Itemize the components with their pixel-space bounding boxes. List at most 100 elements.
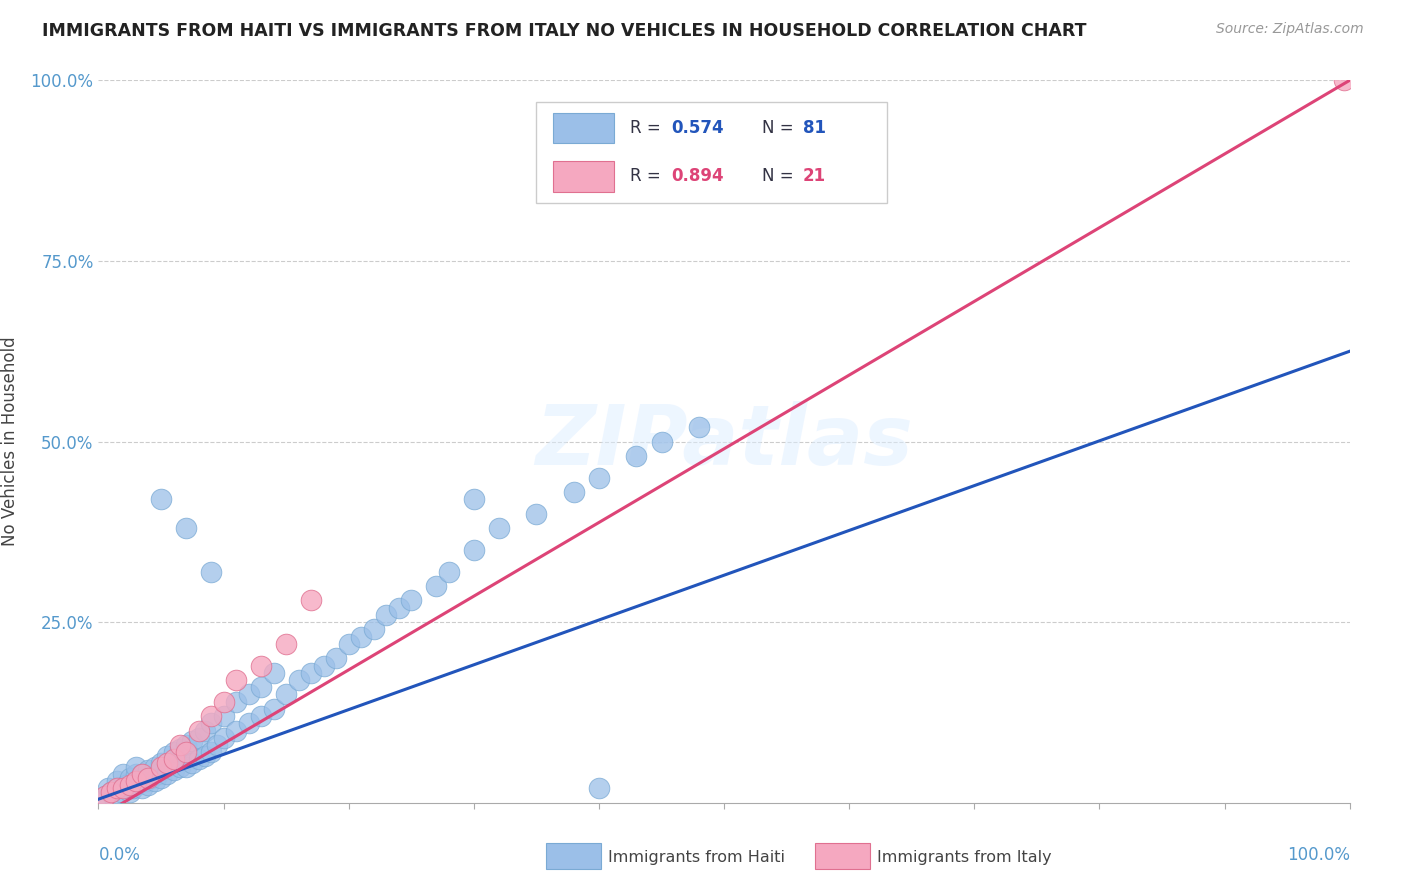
- Text: 100.0%: 100.0%: [1286, 847, 1350, 864]
- Point: [1333, 73, 1355, 87]
- Point: [350, 630, 373, 644]
- Point: [200, 745, 222, 759]
- Point: [156, 748, 179, 763]
- Point: [105, 774, 128, 789]
- Text: ZIPatlas: ZIPatlas: [536, 401, 912, 482]
- Point: [274, 687, 298, 701]
- Point: [212, 709, 235, 723]
- Point: [225, 673, 247, 687]
- Point: [100, 785, 122, 799]
- Point: [118, 771, 141, 785]
- Point: [194, 748, 217, 763]
- FancyBboxPatch shape: [553, 161, 614, 192]
- Text: 0.574: 0.574: [672, 119, 724, 137]
- Point: [131, 767, 153, 781]
- Point: [463, 492, 485, 507]
- Point: [299, 665, 322, 680]
- Point: [562, 485, 585, 500]
- FancyBboxPatch shape: [547, 843, 602, 870]
- Point: [125, 767, 148, 781]
- Point: [103, 789, 125, 803]
- Point: [274, 637, 298, 651]
- Point: [169, 760, 191, 774]
- Point: [110, 785, 132, 799]
- Text: 0.0%: 0.0%: [98, 847, 141, 864]
- Point: [187, 723, 209, 738]
- Point: [143, 774, 166, 789]
- Point: [437, 565, 460, 579]
- Point: [200, 709, 222, 723]
- Point: [138, 764, 160, 778]
- Point: [207, 738, 229, 752]
- Text: 81: 81: [803, 119, 825, 137]
- Point: [125, 760, 148, 774]
- Point: [425, 579, 447, 593]
- Point: [125, 774, 148, 789]
- Point: [325, 651, 347, 665]
- Point: [388, 600, 411, 615]
- Text: Immigrants from Italy: Immigrants from Italy: [877, 850, 1052, 865]
- FancyBboxPatch shape: [815, 843, 870, 870]
- Point: [93, 789, 115, 803]
- Point: [135, 774, 157, 789]
- Text: N =: N =: [762, 119, 799, 137]
- Point: [212, 731, 235, 745]
- Point: [238, 687, 260, 701]
- Point: [131, 767, 153, 781]
- Point: [401, 593, 423, 607]
- Point: [174, 521, 197, 535]
- Point: [115, 778, 138, 792]
- Point: [524, 507, 547, 521]
- Point: [174, 738, 197, 752]
- Point: [162, 745, 184, 759]
- Point: [463, 542, 485, 557]
- Point: [156, 767, 179, 781]
- Point: [138, 771, 160, 785]
- Point: [156, 756, 179, 770]
- Point: [169, 738, 191, 752]
- Point: [363, 623, 385, 637]
- Point: [97, 781, 120, 796]
- Point: [488, 521, 510, 535]
- Point: [143, 760, 166, 774]
- Point: [337, 637, 360, 651]
- Point: [112, 767, 135, 781]
- Point: [225, 723, 247, 738]
- FancyBboxPatch shape: [536, 102, 887, 203]
- Point: [287, 673, 309, 687]
- Point: [187, 731, 209, 745]
- Point: [688, 420, 710, 434]
- Point: [138, 778, 160, 792]
- Point: [588, 781, 610, 796]
- Point: [181, 756, 204, 770]
- Point: [150, 771, 173, 785]
- Point: [250, 680, 273, 694]
- Point: [122, 781, 145, 796]
- Point: [200, 565, 222, 579]
- Point: [162, 752, 184, 766]
- Point: [200, 716, 222, 731]
- Text: Source: ZipAtlas.com: Source: ZipAtlas.com: [1216, 22, 1364, 37]
- Point: [112, 781, 135, 796]
- Text: Immigrants from Haiti: Immigrants from Haiti: [607, 850, 785, 865]
- Point: [169, 741, 191, 756]
- Text: R =: R =: [630, 168, 666, 186]
- Point: [118, 778, 141, 792]
- Point: [626, 449, 648, 463]
- Text: 0.894: 0.894: [672, 168, 724, 186]
- Point: [250, 658, 273, 673]
- Text: N =: N =: [762, 168, 799, 186]
- Point: [100, 785, 122, 799]
- Point: [194, 723, 217, 738]
- Point: [250, 709, 273, 723]
- Point: [105, 781, 128, 796]
- Point: [148, 767, 170, 781]
- Point: [650, 434, 672, 449]
- Point: [312, 658, 335, 673]
- Point: [139, 771, 162, 785]
- Y-axis label: No Vehicles in Household: No Vehicles in Household: [1, 336, 20, 547]
- Point: [150, 760, 173, 774]
- Text: IMMIGRANTS FROM HAITI VS IMMIGRANTS FROM ITALY NO VEHICLES IN HOUSEHOLD CORRELAT: IMMIGRANTS FROM HAITI VS IMMIGRANTS FROM…: [42, 22, 1087, 40]
- Text: 21: 21: [803, 168, 827, 186]
- Point: [162, 764, 184, 778]
